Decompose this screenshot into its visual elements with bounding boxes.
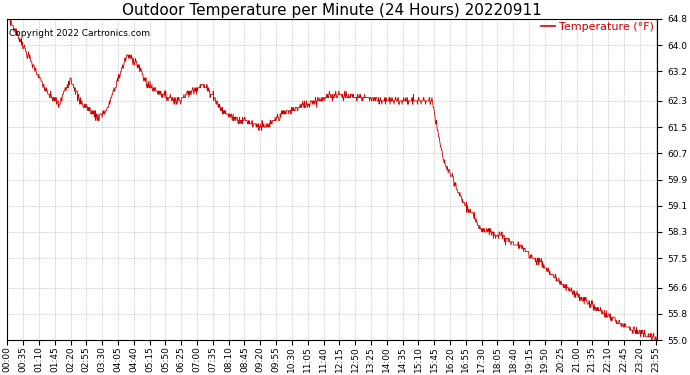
Title: Outdoor Temperature per Minute (24 Hours) 20220911: Outdoor Temperature per Minute (24 Hours… <box>122 3 542 18</box>
Legend: Temperature (°F): Temperature (°F) <box>542 22 654 32</box>
Text: Copyright 2022 Cartronics.com: Copyright 2022 Cartronics.com <box>8 28 150 38</box>
